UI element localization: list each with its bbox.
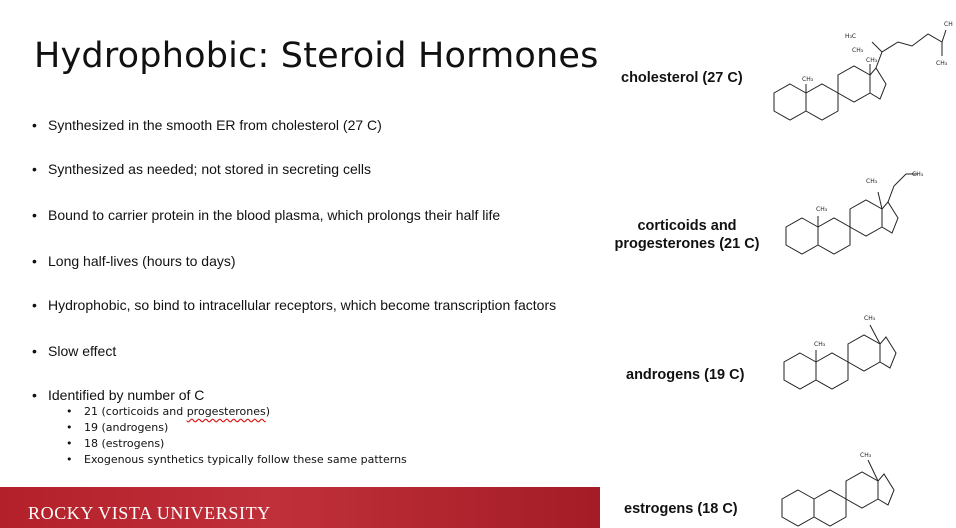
bullet-text: Long half-lives (hours to days) [48,253,236,269]
atom-ch3: CH₃ [816,206,828,213]
bullet-text: Identified by number of C [48,387,205,403]
ring-b [817,217,851,255]
footer-banner [0,487,600,528]
label-cholesterol: cholesterol (27 C) [621,70,743,86]
label-corticoids-line2: progesterones (21 C) [614,236,760,252]
sub-bullet-21: • 21 (corticoids and progesterones) [66,405,270,418]
atom-ch3: CH₃ [802,76,814,83]
bullet-dot: • [32,161,37,177]
ring-d [879,336,897,369]
ring-b [805,83,839,121]
methyl-bond [869,324,881,345]
sub-bullet-text: 19 (androgens) [84,421,169,434]
sub-bullet-exogenous: • Exogenous synthetics typically follow t… [66,453,407,466]
bullet-dot: • [32,387,37,403]
bullet-dot: • [32,253,37,269]
atom-ch3: CH₃ [864,315,876,322]
bullet-half-lives: • Long half-lives (hours to days) [32,253,236,269]
bullet-number-of-c: • Identified by number of C [32,387,204,403]
atom-ch3: CH₃ [866,57,878,64]
sub-bullet-19: • 19 (androgens) [66,421,168,434]
ring-d [877,473,895,506]
label-estrogens: estrogens (18 C) [624,501,738,517]
sub-bullet-text: Exogenous synthetics typically follow th… [84,453,407,466]
bullet-synthesized-er: • Synthesized in the smooth ER from chole… [32,117,382,133]
atom-ch3: CH₃ [866,178,878,185]
bullet-carrier-protein: • Bound to carrier protein in the blood p… [32,207,500,223]
sub-bullet-dot: • [66,453,73,466]
bullet-dot: • [32,117,37,133]
sub-bullet-text: ) [265,405,271,418]
spellcheck-word: progesterones [186,405,266,418]
bullet-text: Synthesized in the smooth ER from choles… [48,117,382,133]
sub-bullet-dot: • [66,437,73,450]
side-chain [887,173,918,203]
atom-ch3: CH₃ [912,171,924,178]
atom-ch3: CH₃ [860,452,872,459]
atom-ch3: CH₃ [814,341,826,348]
label-androgens: androgens (19 C) [626,367,745,383]
label-corticoids: corticoids and progesterones (21 C) [612,217,762,253]
bullet-dot: • [32,343,37,359]
side-chain-methyl [871,41,883,53]
bullet-text: Slow effect [48,343,117,359]
bullet-text: Hydrophobic, so bind to intracellular re… [48,297,557,313]
sub-bullet-dot: • [66,405,73,418]
footer-logo-text: ROCKY VISTA UNIVERSITY [28,503,271,523]
ring-c [845,471,879,509]
sub-bullet-text: 21 (corticoids and [84,405,187,418]
slide-title: Hydrophobic: Steroid Hormones [34,36,599,76]
label-corticoids-line1: corticoids and [637,218,737,234]
bullet-hydrophobic: • Hydrophobic, so bind to intracellular r… [32,297,556,313]
sub-bullet-text: 18 (estrogens) [84,437,165,450]
ring-a [781,489,815,527]
bullet-text: Synthesized as needed; not stored in sec… [48,161,371,177]
atom-ch3: CH₃ [852,47,864,54]
bullet-synthesized-needed: • Synthesized as needed; not stored in se… [32,161,371,177]
atom-ch3: CH₃ [936,60,948,67]
sub-bullet-dot: • [66,421,73,434]
methyl-bond [867,459,879,482]
bullet-dot: • [32,297,37,313]
bullet-text: Bound to carrier protein in the blood pl… [48,207,501,223]
methyl-bond [877,191,883,210]
ring-d [869,67,887,100]
sub-bullet-18: • 18 (estrogens) [66,437,164,450]
bullet-dot: • [32,207,37,223]
ring-d [881,201,899,234]
atom-ch: CH [944,21,953,28]
ring-b [813,489,847,527]
ring-b [815,352,849,390]
atom-h3c: H₃C [845,33,856,40]
bullet-slow-effect: • Slow effect [32,343,116,359]
